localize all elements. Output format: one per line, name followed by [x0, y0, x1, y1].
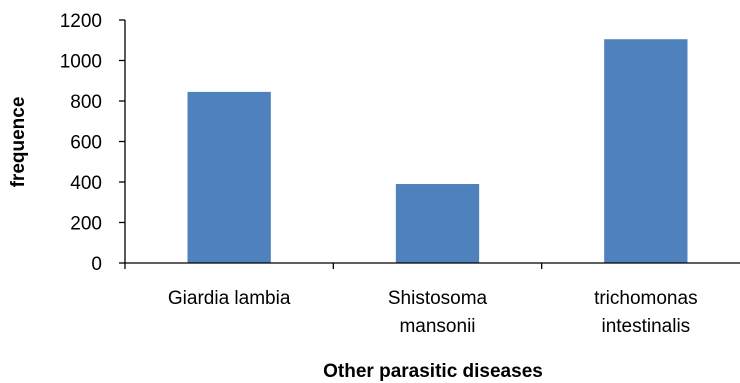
bar-2	[604, 39, 688, 263]
bar-1	[395, 184, 480, 263]
x-category-label-2: trichomonas intestinalis	[594, 288, 698, 337]
bars-group	[187, 39, 688, 263]
y-tick-label-4: 800	[70, 92, 102, 113]
y-tick-label-3: 600	[70, 133, 102, 154]
y-tick-label-2: 400	[70, 173, 102, 194]
x-ticks-group: Giardia lambia Shistosoma mansonii trichomo…	[124, 263, 698, 337]
y-tick-label-0: 0	[91, 254, 102, 275]
y-tick-label-5: 1000	[60, 52, 102, 73]
bar-0	[187, 91, 271, 263]
x-axis-title: Other parasitic diseases	[323, 361, 543, 382]
x-category-label-1: Shistosoma mansonii	[388, 288, 488, 337]
y-axis-title: frequence	[8, 97, 29, 188]
y-ticks-group: 0 200 400 600 800 1000 1200	[60, 11, 125, 275]
y-tick-label-6: 1200	[60, 11, 102, 32]
y-tick-label-1: 200	[70, 214, 102, 235]
x-category-label-0: Giardia lambia	[168, 288, 291, 309]
